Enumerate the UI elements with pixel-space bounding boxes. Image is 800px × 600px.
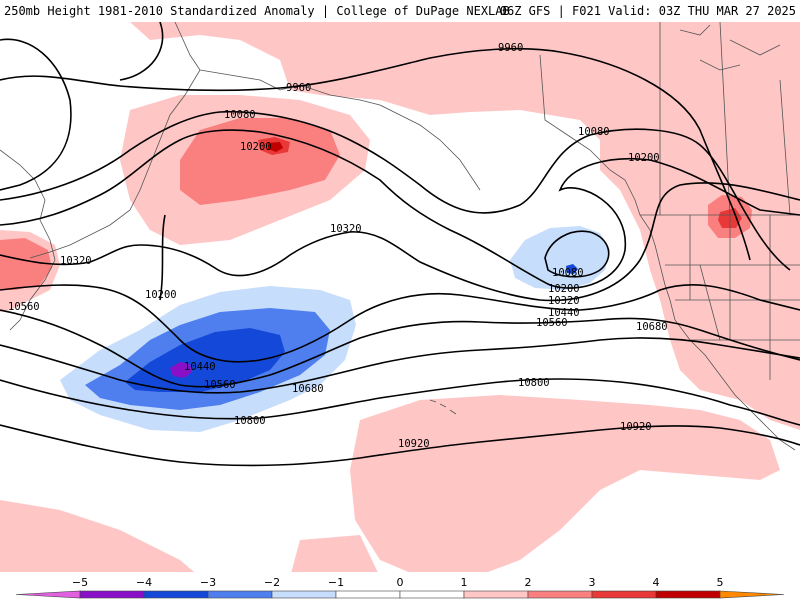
contour-label: 10920 xyxy=(620,421,652,433)
contour-10320 xyxy=(0,182,800,302)
contour-label: 10080 xyxy=(552,267,584,279)
aleutian-chain xyxy=(29,209,131,259)
pos2-west xyxy=(0,238,52,290)
colorbar-segment xyxy=(591,590,657,599)
map-title: 250mb Height 1981-2010 Standardized Anom… xyxy=(4,4,510,18)
anomaly-shading-neg4 xyxy=(170,362,192,378)
colorbar-segment xyxy=(271,590,337,599)
colorbar-tick-label: −5 xyxy=(72,576,88,589)
colorbar-tick-label: 2 xyxy=(525,576,532,589)
contour-label: 10920 xyxy=(398,438,430,450)
canada-coast xyxy=(539,54,656,246)
model-run-info: 06Z GFS | F021 Valid: 03Z THU MAR 27 202… xyxy=(499,4,796,18)
contour-label: 10320 xyxy=(60,255,92,267)
contour-label: 10200 xyxy=(548,283,580,295)
colorbar-tick-label: 0 xyxy=(397,576,404,589)
anomaly-shading-pos2 xyxy=(0,118,752,290)
contour-10920 xyxy=(0,424,800,467)
contour-label: 9960 xyxy=(286,82,311,94)
pos1-southwest-blob xyxy=(0,500,200,577)
pos1-north-cap xyxy=(440,22,520,30)
colorbar-tick-label: −4 xyxy=(136,576,152,589)
contour-label: 10800 xyxy=(518,377,550,389)
contour-label: 10080 xyxy=(224,109,256,121)
contour-10560 xyxy=(0,309,800,388)
colorbar-tick-label: 4 xyxy=(653,576,660,589)
map-header: 250mb Height 1981-2010 Standardized Anom… xyxy=(0,0,800,22)
colorbar-segment xyxy=(463,590,529,599)
alaska-coast xyxy=(129,22,481,211)
colorbar-segment xyxy=(719,590,785,599)
colorbar-tick-label: −1 xyxy=(328,576,344,589)
neg3-central-low xyxy=(125,328,285,392)
anomaly-shading-pos4 xyxy=(268,142,283,152)
pos1-central-pacific xyxy=(350,395,780,577)
contour-10680 xyxy=(0,337,800,394)
contour-label: 10080 xyxy=(578,126,610,138)
contour-label: 10320 xyxy=(548,295,580,307)
contour-label: 10680 xyxy=(636,321,668,333)
contour-10080 xyxy=(0,110,791,271)
contour-10440 xyxy=(0,284,800,363)
colorbar-segment xyxy=(207,590,273,599)
contour-9960-inner xyxy=(0,38,72,191)
colorbar-segment xyxy=(335,590,401,599)
pos2-alaska-gulf xyxy=(180,118,340,205)
contour-label: 10440 xyxy=(184,361,216,373)
colorbar-segment xyxy=(143,590,209,599)
neg1-coastal-low xyxy=(510,226,610,290)
arctic-islands xyxy=(679,24,781,71)
colorbar-ticks: −5 −4 −3 −2 −1 0 1 2 3 4 5 xyxy=(72,576,724,589)
geography xyxy=(0,22,800,451)
colorbar-segment xyxy=(79,590,145,599)
colorbar-tick-label: 1 xyxy=(461,576,468,589)
colorbar-tick-label: 3 xyxy=(589,576,596,589)
contour-10200-inner xyxy=(159,214,166,301)
us-west-coast xyxy=(654,244,796,451)
colorbar-tick-label: 5 xyxy=(717,576,724,589)
anomaly-colorbar: −5 −4 −3 −2 −1 0 1 2 3 4 5 xyxy=(0,572,800,600)
contour-label: 10440 xyxy=(548,307,580,319)
contour-10200 xyxy=(0,129,800,289)
contour-10080-coastal xyxy=(544,230,610,278)
neg3-coastal-low xyxy=(566,264,578,274)
hawaii-islands xyxy=(429,399,457,415)
anomaly-map: 9960 9960 10080 10080 10080 10200 10200 … xyxy=(0,22,800,577)
contour-label: 10320 xyxy=(330,223,362,235)
contour-label: 10560 xyxy=(8,301,40,313)
colorbar-tick-label: −2 xyxy=(264,576,280,589)
anomaly-shading-neg3 xyxy=(125,264,578,392)
colorbar-segment xyxy=(527,590,593,599)
contour-label: 10800 xyxy=(234,415,266,427)
pos1-southeast-blob xyxy=(290,535,380,577)
contour-label: 10680 xyxy=(292,383,324,395)
colorbar-segment xyxy=(399,590,465,599)
contour-10800 xyxy=(0,378,800,426)
contour-9960-north xyxy=(119,22,164,81)
contour-label: 10200 xyxy=(145,289,177,301)
colorbar-tick-label: −3 xyxy=(200,576,216,589)
pos1-north-band xyxy=(130,22,800,160)
pos4-core xyxy=(268,142,283,152)
contour-label: 10200 xyxy=(628,152,660,164)
contour-labels: 9960 9960 10080 10080 10080 10200 10200 … xyxy=(8,42,668,450)
contour-label: 9960 xyxy=(498,42,523,54)
contour-9960 xyxy=(0,47,751,261)
contour-label: 10200 xyxy=(240,141,272,153)
colorbar-segment xyxy=(655,590,721,599)
colorbar-segments xyxy=(15,590,785,599)
neg4-central-low xyxy=(170,362,192,378)
height-contours xyxy=(0,22,800,467)
asia-coast xyxy=(0,149,56,331)
contour-label: 10560 xyxy=(204,379,236,391)
contour-label: 10560 xyxy=(536,317,568,329)
us-state-lines xyxy=(665,215,800,380)
